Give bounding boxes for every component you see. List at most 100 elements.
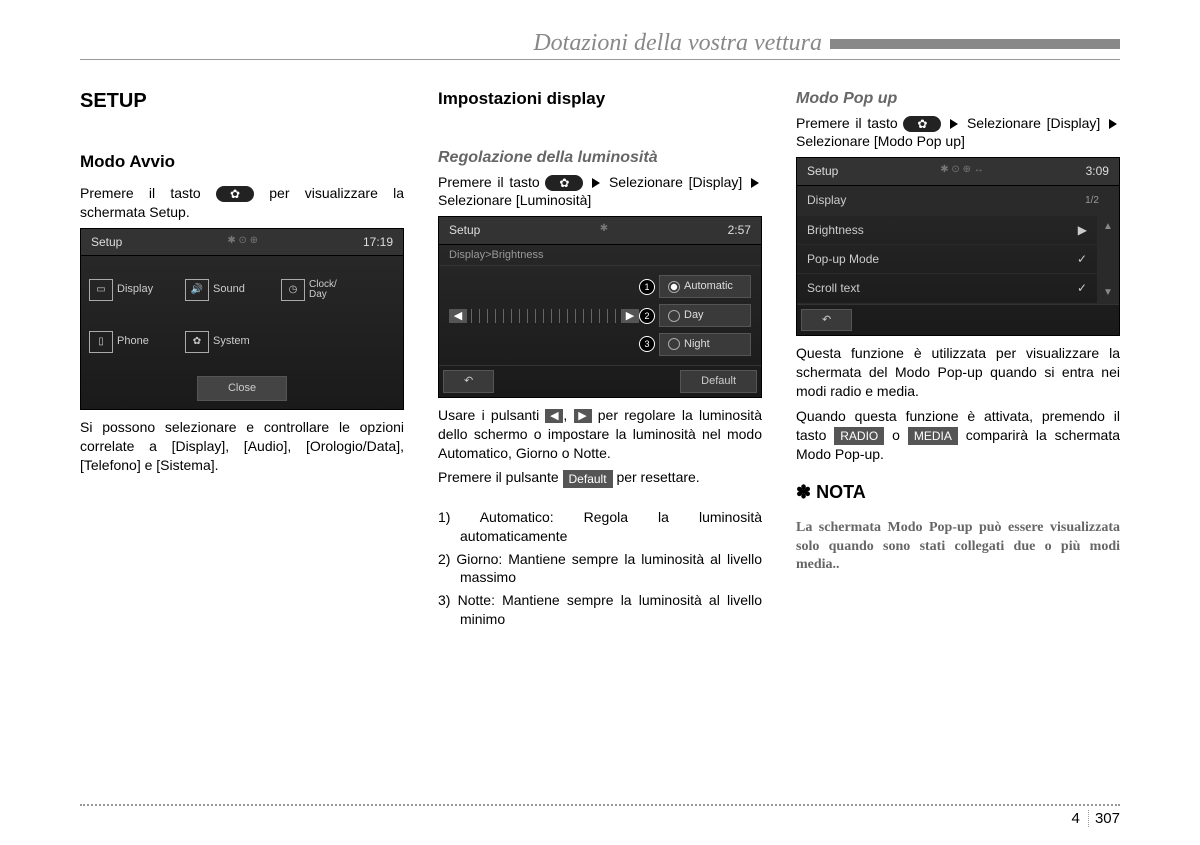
brightness-slider[interactable]: ◀ ▶	[449, 309, 639, 323]
screen-status-icons: ✱	[600, 222, 608, 238]
clock-icon: ◷	[281, 279, 305, 301]
gear-icon-button: ✿	[545, 175, 583, 191]
regolazione-heading: Regolazione della luminosità	[438, 147, 762, 169]
list-item-3: 3) Notte: Mantiene sempre la luminosità …	[438, 591, 762, 629]
system-icon: ✿	[185, 331, 209, 353]
menu-area: Brightness ▶ Pop-up Mode ✓ Scroll text ✓	[797, 216, 1119, 304]
day-option[interactable]: Day	[659, 304, 751, 327]
scrollbar[interactable]: ▲ ▼	[1097, 216, 1119, 304]
brightness-body: 1 Automatic ◀ ▶ 2 Day 3	[439, 266, 761, 365]
slider-left-icon[interactable]: ◀	[449, 309, 467, 323]
radio-off-icon	[668, 310, 680, 322]
display-header-row: Display 1/2	[797, 186, 1119, 217]
setup-heading: SETUP	[80, 88, 404, 115]
screen-status-icons: ✱ ⊙ ⊕ ↔	[940, 163, 983, 179]
bottom-row: ↶	[797, 304, 1119, 336]
right-arrow-icon: ▶	[574, 409, 592, 423]
col1-p1: Premere il tasto ✿ per visualizzare la s…	[80, 184, 404, 222]
setup-main-screen: Setup ✱ ⊙ ⊕ 17:19 ▭Display 🔊Sound ◷Clock…	[80, 228, 404, 410]
brightness-row-1: 1 Automatic	[445, 272, 755, 301]
modo-popup-heading: Modo Pop up	[796, 88, 1120, 110]
brightness-row-2: ◀ ▶ 2 Day	[445, 301, 755, 330]
chevron-right-icon: ▶	[1078, 222, 1087, 238]
column-3: Modo Pop up Premere il tasto ✿ Seleziona…	[796, 88, 1120, 633]
radio-on-icon	[668, 281, 680, 293]
chevron-right-icon	[950, 119, 958, 129]
screen-header: Setup ✱ ⊙ ⊕ 17:19	[81, 229, 403, 256]
check-icon: ✓	[1077, 251, 1087, 267]
chevron-right-icon	[751, 178, 759, 188]
back-button[interactable]: ↶	[443, 370, 494, 393]
screen-time: 17:19	[363, 234, 393, 250]
radio-label: RADIO	[834, 427, 884, 445]
display-tile[interactable]: ▭Display	[89, 268, 177, 312]
column-1: SETUP Modo Avvio Premere il tasto ✿ per …	[80, 88, 404, 633]
header-title: Dotazioni della vostra vettura	[80, 30, 830, 57]
close-button[interactable]: Close	[197, 376, 287, 401]
phone-icon: ▯	[89, 331, 113, 353]
popup-mode-row[interactable]: Pop-up Mode ✓	[797, 245, 1097, 274]
slider-right-icon[interactable]: ▶	[621, 309, 639, 323]
screen-title: Setup	[91, 234, 122, 250]
footer: 4 307	[80, 804, 1120, 827]
marker-2: 2	[639, 308, 655, 324]
sound-tile[interactable]: 🔊Sound	[185, 268, 273, 312]
impostazioni-heading: Impostazioni display	[438, 88, 762, 111]
list-item-1: 1) Automatico: Regola la luminosità auto…	[438, 508, 762, 546]
brightness-row[interactable]: Brightness ▶	[797, 216, 1097, 245]
night-option[interactable]: Night	[659, 333, 751, 356]
display-icon: ▭	[89, 279, 113, 301]
sound-icon: 🔊	[185, 279, 209, 301]
nota-heading: ✽ NOTA	[796, 480, 1120, 504]
default-label: Default	[563, 470, 613, 488]
phone-tile[interactable]: ▯Phone	[89, 320, 177, 364]
scroll-up-icon[interactable]: ▲	[1103, 220, 1113, 234]
page-indicator: 1/2	[1075, 192, 1109, 210]
scroll-text-row[interactable]: Scroll text ✓	[797, 274, 1097, 303]
header-bar	[830, 39, 1120, 49]
screen-title: Setup	[449, 222, 480, 238]
automatic-option[interactable]: Automatic	[659, 275, 751, 298]
nota-text: La schermata Modo Pop-up può essere visu…	[796, 519, 1120, 576]
header-rule	[80, 59, 1120, 60]
gear-icon-button: ✿	[903, 116, 941, 132]
clock-tile[interactable]: ◷Clock/ Day	[281, 268, 369, 312]
chevron-right-icon	[1109, 119, 1117, 129]
gear-icon-button: ✿	[216, 186, 254, 202]
slider-ticks	[471, 309, 617, 323]
menu-list: Brightness ▶ Pop-up Mode ✓ Scroll text ✓	[797, 216, 1097, 304]
left-arrow-icon: ◀	[545, 409, 563, 423]
col1-p2: Si possono selezionare e controllare le …	[80, 418, 404, 475]
page-number: 4 307	[80, 806, 1120, 827]
modo-avvio-heading: Modo Avvio	[80, 151, 404, 174]
list-item-2: 2) Giorno: Mantiene sempre la luminosità…	[438, 550, 762, 588]
col3-p2: Questa funzione è utilizzata per visuali…	[796, 344, 1120, 401]
col3-p1: Premere il tasto ✿ Selezionare [Display]…	[796, 114, 1120, 152]
column-2: Impostazioni display Regolazione della l…	[438, 88, 762, 633]
screen-status-icons: ✱ ⊙ ⊕	[227, 234, 258, 250]
scroll-down-icon[interactable]: ▼	[1103, 286, 1113, 300]
columns: SETUP Modo Avvio Premere il tasto ✿ per …	[80, 88, 1120, 633]
marker-1: 1	[639, 279, 655, 295]
back-button[interactable]: ↶	[801, 309, 852, 332]
default-button[interactable]: Default	[680, 370, 757, 393]
chevron-right-icon	[592, 178, 600, 188]
brightness-row-3: 3 Night	[445, 330, 755, 359]
screen-header: Setup ✱ ⊙ ⊕ ↔ 3:09	[797, 158, 1119, 185]
popup-screen: Setup ✱ ⊙ ⊕ ↔ 3:09 Display 1/2 Brightnes…	[796, 157, 1120, 336]
breadcrumb: Display>Brightness	[439, 245, 761, 267]
screen-header: Setup ✱ 2:57	[439, 217, 761, 244]
bottom-row: ↶ Default	[439, 365, 761, 397]
screen-time: 2:57	[728, 222, 751, 238]
radio-off-icon	[668, 338, 680, 350]
screen-time: 3:09	[1086, 163, 1109, 179]
col3-p3: Quando questa funzione è attivata, preme…	[796, 407, 1120, 464]
header: Dotazioni della vostra vettura	[80, 30, 1120, 57]
marker-3: 3	[639, 336, 655, 352]
system-tile[interactable]: ✿System	[185, 320, 273, 364]
col2-p1: Premere il tasto ✿ Selezionare [Display]…	[438, 173, 762, 211]
col2-p3: Premere il pulsante Default per resettar…	[438, 468, 762, 487]
page: Dotazioni della vostra vettura SETUP Mod…	[0, 0, 1200, 633]
brightness-screen: Setup ✱ 2:57 Display>Brightness 1 Automa…	[438, 216, 762, 397]
media-label: MEDIA	[908, 427, 958, 445]
